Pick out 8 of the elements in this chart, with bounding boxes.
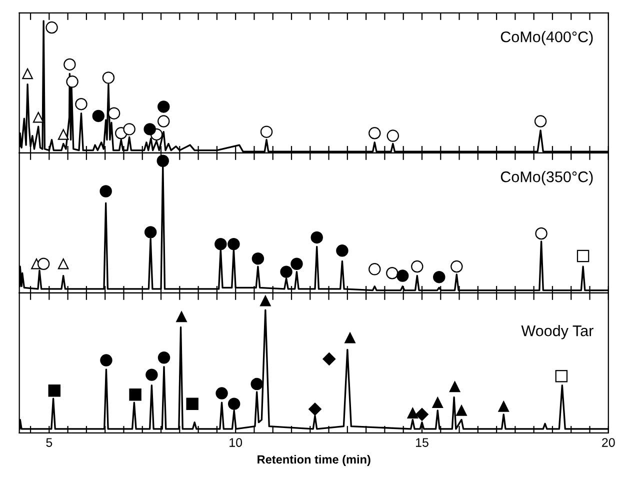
text: CoMo(350°C) [500,171,593,186]
x-tick-label: 15 [416,438,428,447]
x-tick-label: 5 [46,438,52,447]
x-axis-title: Retention time (min) [258,454,370,466]
x-tick-label: 10 [230,438,242,447]
x-tick-label: 20 [602,438,615,447]
text: CoMo(400°C) [500,31,593,46]
text: Woody Tar [521,325,594,340]
